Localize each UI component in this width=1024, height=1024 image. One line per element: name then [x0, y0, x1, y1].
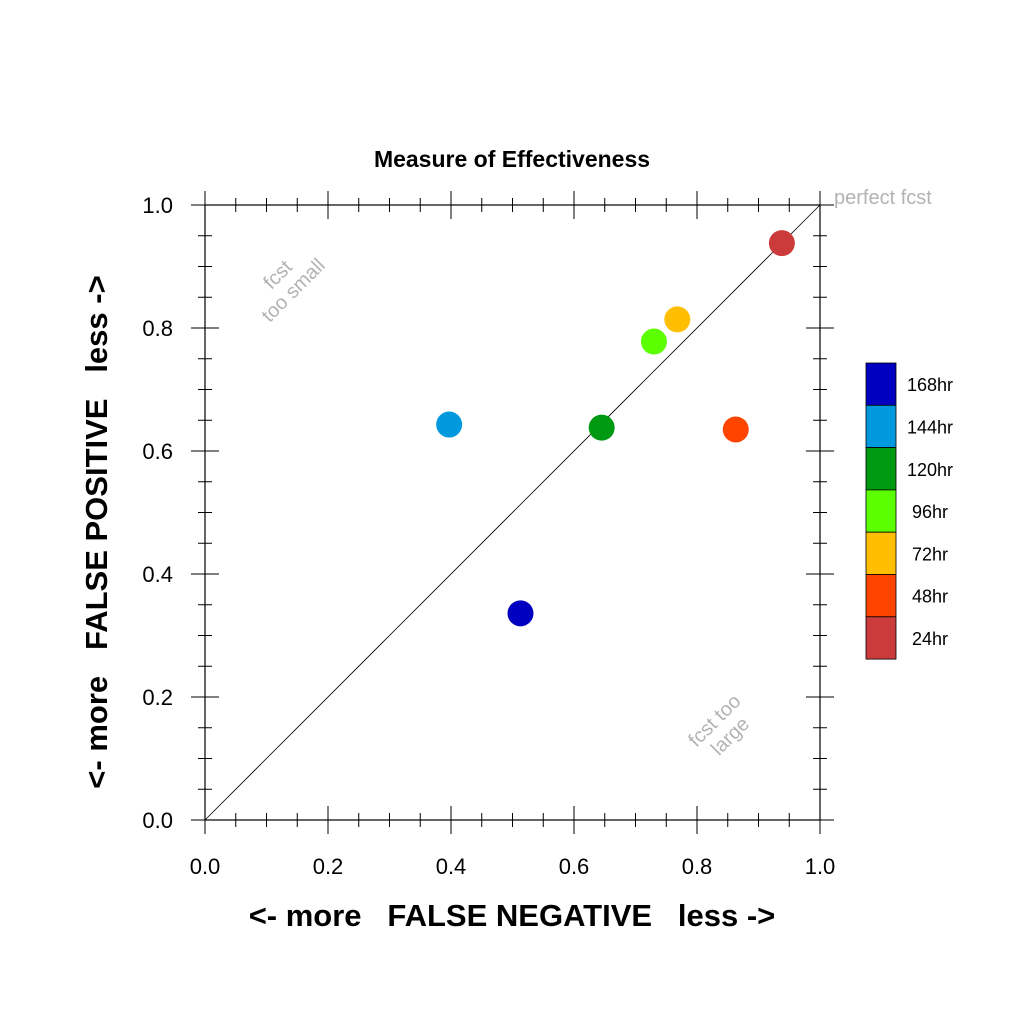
point-168hr: [507, 600, 534, 627]
y-tick-label: 0.2: [142, 685, 173, 710]
legend: 168hr 144hr 120hr 96hr 72hr 48hr 24hr: [865, 362, 953, 660]
perfect-forecast-label: perfect fcst: [834, 187, 932, 209]
y-tick-label: 0.6: [142, 439, 173, 464]
chart-title: Measure of Effectiveness: [374, 146, 650, 172]
legend-label-96hr: 96hr: [912, 502, 948, 522]
legend-swatch-144hr: [865, 404, 897, 448]
x-tick-label: 0.8: [682, 854, 713, 879]
y-tick-label: 0.0: [142, 808, 173, 833]
y-tick-labels: 0.0 0.2 0.4 0.6 0.8 1.0: [142, 193, 173, 833]
y-tick-label: 0.8: [142, 316, 173, 341]
point-96hr: [640, 328, 667, 355]
x-tick-label: 0.2: [313, 854, 344, 879]
legend-label-144hr: 144hr: [907, 417, 953, 437]
x-tick-label: 0.6: [559, 854, 590, 879]
y-axis-title: <- more FALSE POSITIVE less ->: [79, 275, 114, 788]
legend-label-168hr: 168hr: [907, 375, 953, 395]
legend-swatch-120hr: [865, 447, 897, 491]
too-large-annotation: fcst too large: [684, 690, 754, 760]
point-72hr: [664, 306, 691, 333]
too-small-line2: too small: [258, 255, 330, 327]
legend-label-24hr: 24hr: [912, 629, 948, 649]
legend-label-72hr: 72hr: [912, 544, 948, 564]
legend-swatch-72hr: [865, 531, 897, 575]
point-144hr: [436, 411, 463, 438]
legend-label-120hr: 120hr: [907, 460, 953, 480]
axis-ticks: [191, 191, 834, 834]
y-tick-label: 0.4: [142, 562, 173, 587]
x-tick-label: 0.4: [436, 854, 467, 879]
legend-label-48hr: 48hr: [912, 587, 948, 607]
data-points: [436, 230, 795, 627]
perfect-forecast-diagonal: [204, 204, 821, 821]
point-48hr: [722, 416, 749, 443]
point-120hr: [588, 414, 615, 441]
x-tick-label: 1.0: [805, 854, 836, 879]
too-small-annotation: fcst too small: [258, 255, 330, 327]
x-axis-title: <- more FALSE NEGATIVE less ->: [249, 898, 776, 933]
legend-swatch-48hr: [865, 574, 897, 618]
y-tick-label: 1.0: [142, 193, 173, 218]
x-tick-labels: 0.0 0.2 0.4 0.6 0.8 1.0: [190, 854, 836, 879]
legend-swatch-96hr: [865, 489, 897, 533]
legend-swatch-168hr: [865, 362, 897, 406]
legend-swatch-24hr: [865, 616, 897, 660]
x-tick-label: 0.0: [190, 854, 221, 879]
point-24hr: [768, 230, 795, 257]
